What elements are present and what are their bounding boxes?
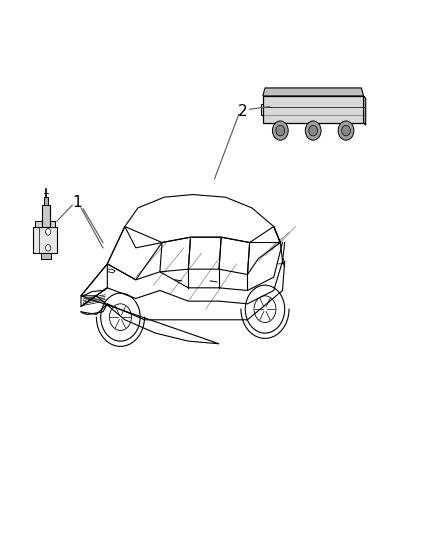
Polygon shape xyxy=(33,227,57,253)
Circle shape xyxy=(272,121,288,140)
Circle shape xyxy=(305,121,321,140)
Polygon shape xyxy=(263,88,364,96)
Polygon shape xyxy=(35,221,55,227)
Polygon shape xyxy=(41,253,51,259)
Text: 2: 2 xyxy=(238,104,248,119)
Circle shape xyxy=(46,245,51,251)
Polygon shape xyxy=(263,96,364,123)
Polygon shape xyxy=(261,104,263,115)
Circle shape xyxy=(276,125,285,136)
Text: 1: 1 xyxy=(72,195,81,210)
Circle shape xyxy=(46,229,51,235)
Circle shape xyxy=(309,125,318,136)
Polygon shape xyxy=(44,197,48,205)
Polygon shape xyxy=(42,205,50,227)
Circle shape xyxy=(338,121,354,140)
Circle shape xyxy=(342,125,350,136)
Polygon shape xyxy=(364,96,366,125)
